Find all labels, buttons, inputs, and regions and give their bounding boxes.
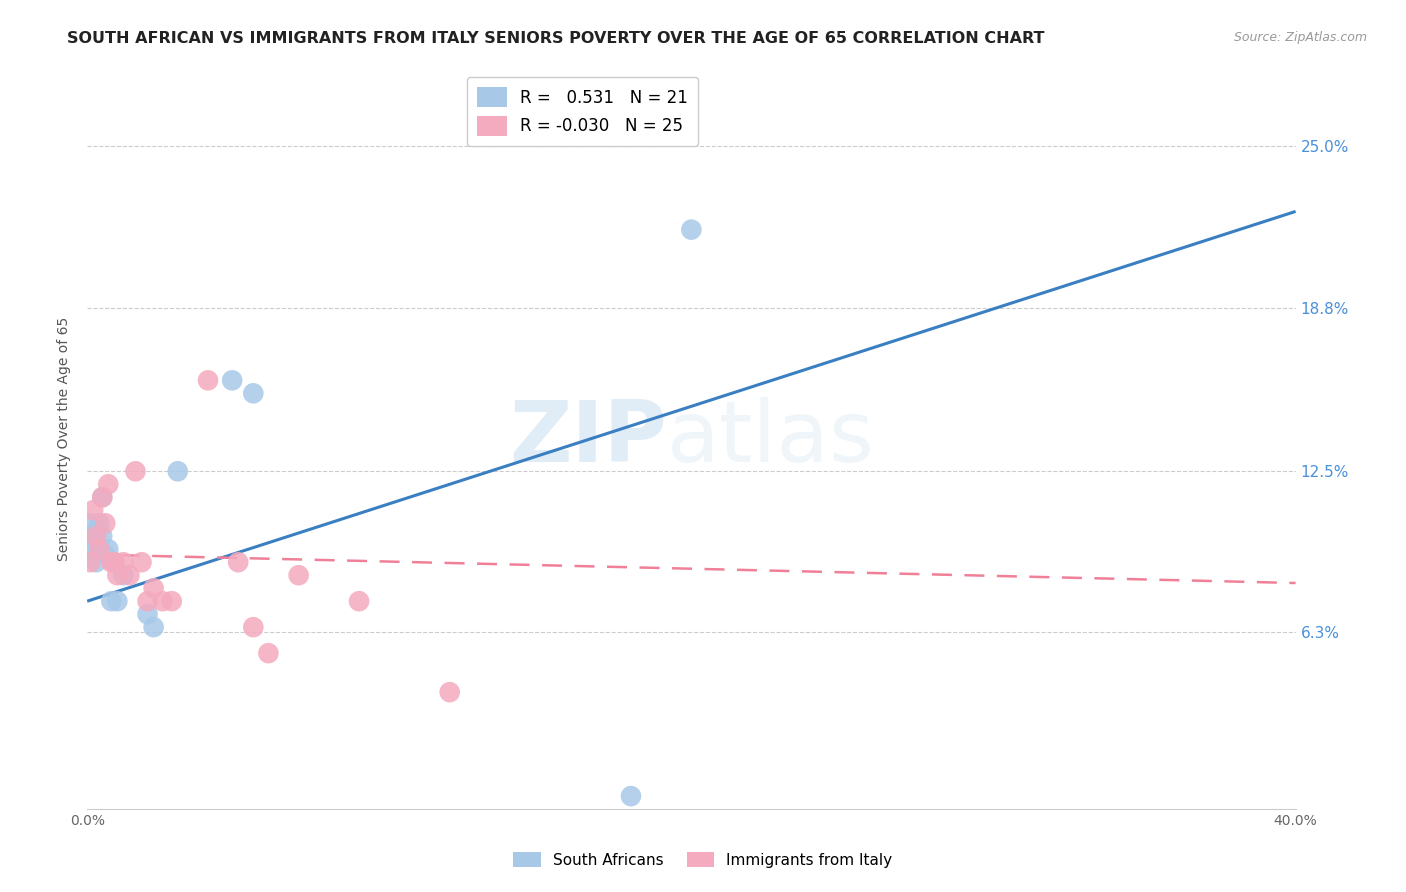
Y-axis label: Seniors Poverty Over the Age of 65: Seniors Poverty Over the Age of 65 <box>58 317 72 561</box>
Point <box>242 620 264 634</box>
Point <box>105 594 128 608</box>
Point <box>152 594 174 608</box>
Point <box>100 594 122 608</box>
Point <box>100 555 122 569</box>
Point <box>124 464 146 478</box>
Point <box>79 542 101 557</box>
Point <box>136 594 159 608</box>
Point <box>136 607 159 622</box>
Point <box>142 620 165 634</box>
Point <box>160 594 183 608</box>
Point <box>103 555 125 569</box>
Point <box>131 555 153 569</box>
Point <box>226 555 249 569</box>
Text: ZIP: ZIP <box>509 397 668 480</box>
Point <box>112 568 135 582</box>
Point <box>79 516 101 531</box>
Point <box>84 529 107 543</box>
Point <box>97 477 120 491</box>
Point <box>118 568 141 582</box>
Point <box>197 373 219 387</box>
Point <box>142 581 165 595</box>
Point <box>166 464 188 478</box>
Legend: South Africans, Immigrants from Italy: South Africans, Immigrants from Italy <box>508 846 898 873</box>
Point <box>89 516 111 531</box>
Point <box>681 222 703 236</box>
Point <box>257 646 280 660</box>
Point <box>287 568 309 582</box>
Point <box>84 555 107 569</box>
Point <box>91 490 114 504</box>
Text: atlas: atlas <box>668 397 875 480</box>
Point <box>439 685 461 699</box>
Point <box>347 594 370 608</box>
Point <box>620 789 643 803</box>
Point <box>242 386 264 401</box>
Point <box>79 555 101 569</box>
Point <box>112 555 135 569</box>
Text: Source: ZipAtlas.com: Source: ZipAtlas.com <box>1233 31 1367 45</box>
Legend: R =   0.531   N = 21, R = -0.030   N = 25: R = 0.531 N = 21, R = -0.030 N = 25 <box>467 77 699 146</box>
Point <box>89 542 111 557</box>
Point <box>94 516 117 531</box>
Point <box>105 568 128 582</box>
Point <box>91 490 114 504</box>
Point <box>103 555 125 569</box>
Point <box>94 548 117 562</box>
Point <box>82 503 104 517</box>
Text: SOUTH AFRICAN VS IMMIGRANTS FROM ITALY SENIORS POVERTY OVER THE AGE OF 65 CORREL: SOUTH AFRICAN VS IMMIGRANTS FROM ITALY S… <box>67 31 1045 46</box>
Point <box>84 524 107 538</box>
Point <box>82 534 104 549</box>
Point <box>221 373 243 387</box>
Point <box>91 529 114 543</box>
Point <box>97 542 120 557</box>
